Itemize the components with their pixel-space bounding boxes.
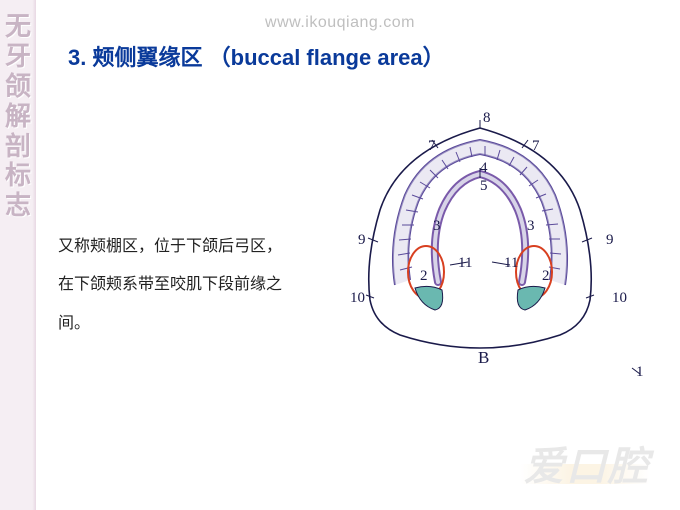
section-title: 3. 颊侧翼缘区 （buccal flange area） — [68, 40, 445, 72]
sidebar-char: 标 — [5, 161, 31, 191]
sidebar-char: 颌 — [5, 72, 31, 102]
diagram-label: 9 — [358, 232, 366, 249]
diagram-label: 10 — [612, 290, 627, 307]
diagram-bottom-label: B — [478, 348, 489, 368]
diagram-label: 4 — [480, 160, 488, 177]
anatomy-diagram: 8 7 7 4 5 3 3 9 9 2 2 11 11 10 10 1 B — [310, 110, 650, 400]
title-en: （buccal flange area） — [209, 45, 445, 70]
sidebar-char: 剖 — [5, 132, 31, 162]
diagram-label: 11 — [504, 255, 518, 272]
diagram-label: 3 — [527, 218, 535, 235]
sidebar-char: 无 — [5, 12, 31, 42]
title-cn: 颊侧翼缘区 — [92, 45, 202, 70]
watermark-text: 爱口腔 — [524, 434, 650, 492]
source-url: www.ikouqiang.com — [265, 14, 415, 32]
sidebar-char: 解 — [5, 102, 31, 132]
diagram-label: 1 — [636, 364, 644, 381]
diagram-label: 2 — [420, 268, 428, 285]
diagram-label: 9 — [606, 232, 614, 249]
title-number: 3. — [68, 45, 86, 70]
sidebar-char: 牙 — [5, 42, 31, 72]
diagram-label: 7 — [428, 138, 436, 155]
sidebar-char: 志 — [5, 191, 31, 221]
diagram-label: 5 — [480, 178, 488, 195]
diagram-label: 3 — [433, 218, 441, 235]
diagram-label: 11 — [458, 255, 472, 272]
description-text: 又称颊棚区，位于下颌后弓区，在下颌颊系带至咬肌下段前缘之间。 — [58, 228, 293, 343]
diagram-label: 2 — [542, 268, 550, 285]
sidebar: 无 牙 颌 解 剖 标 志 — [0, 0, 36, 510]
diagram-label: 8 — [483, 110, 491, 127]
diagram-label: 7 — [532, 138, 540, 155]
diagram-label: 10 — [350, 290, 365, 307]
